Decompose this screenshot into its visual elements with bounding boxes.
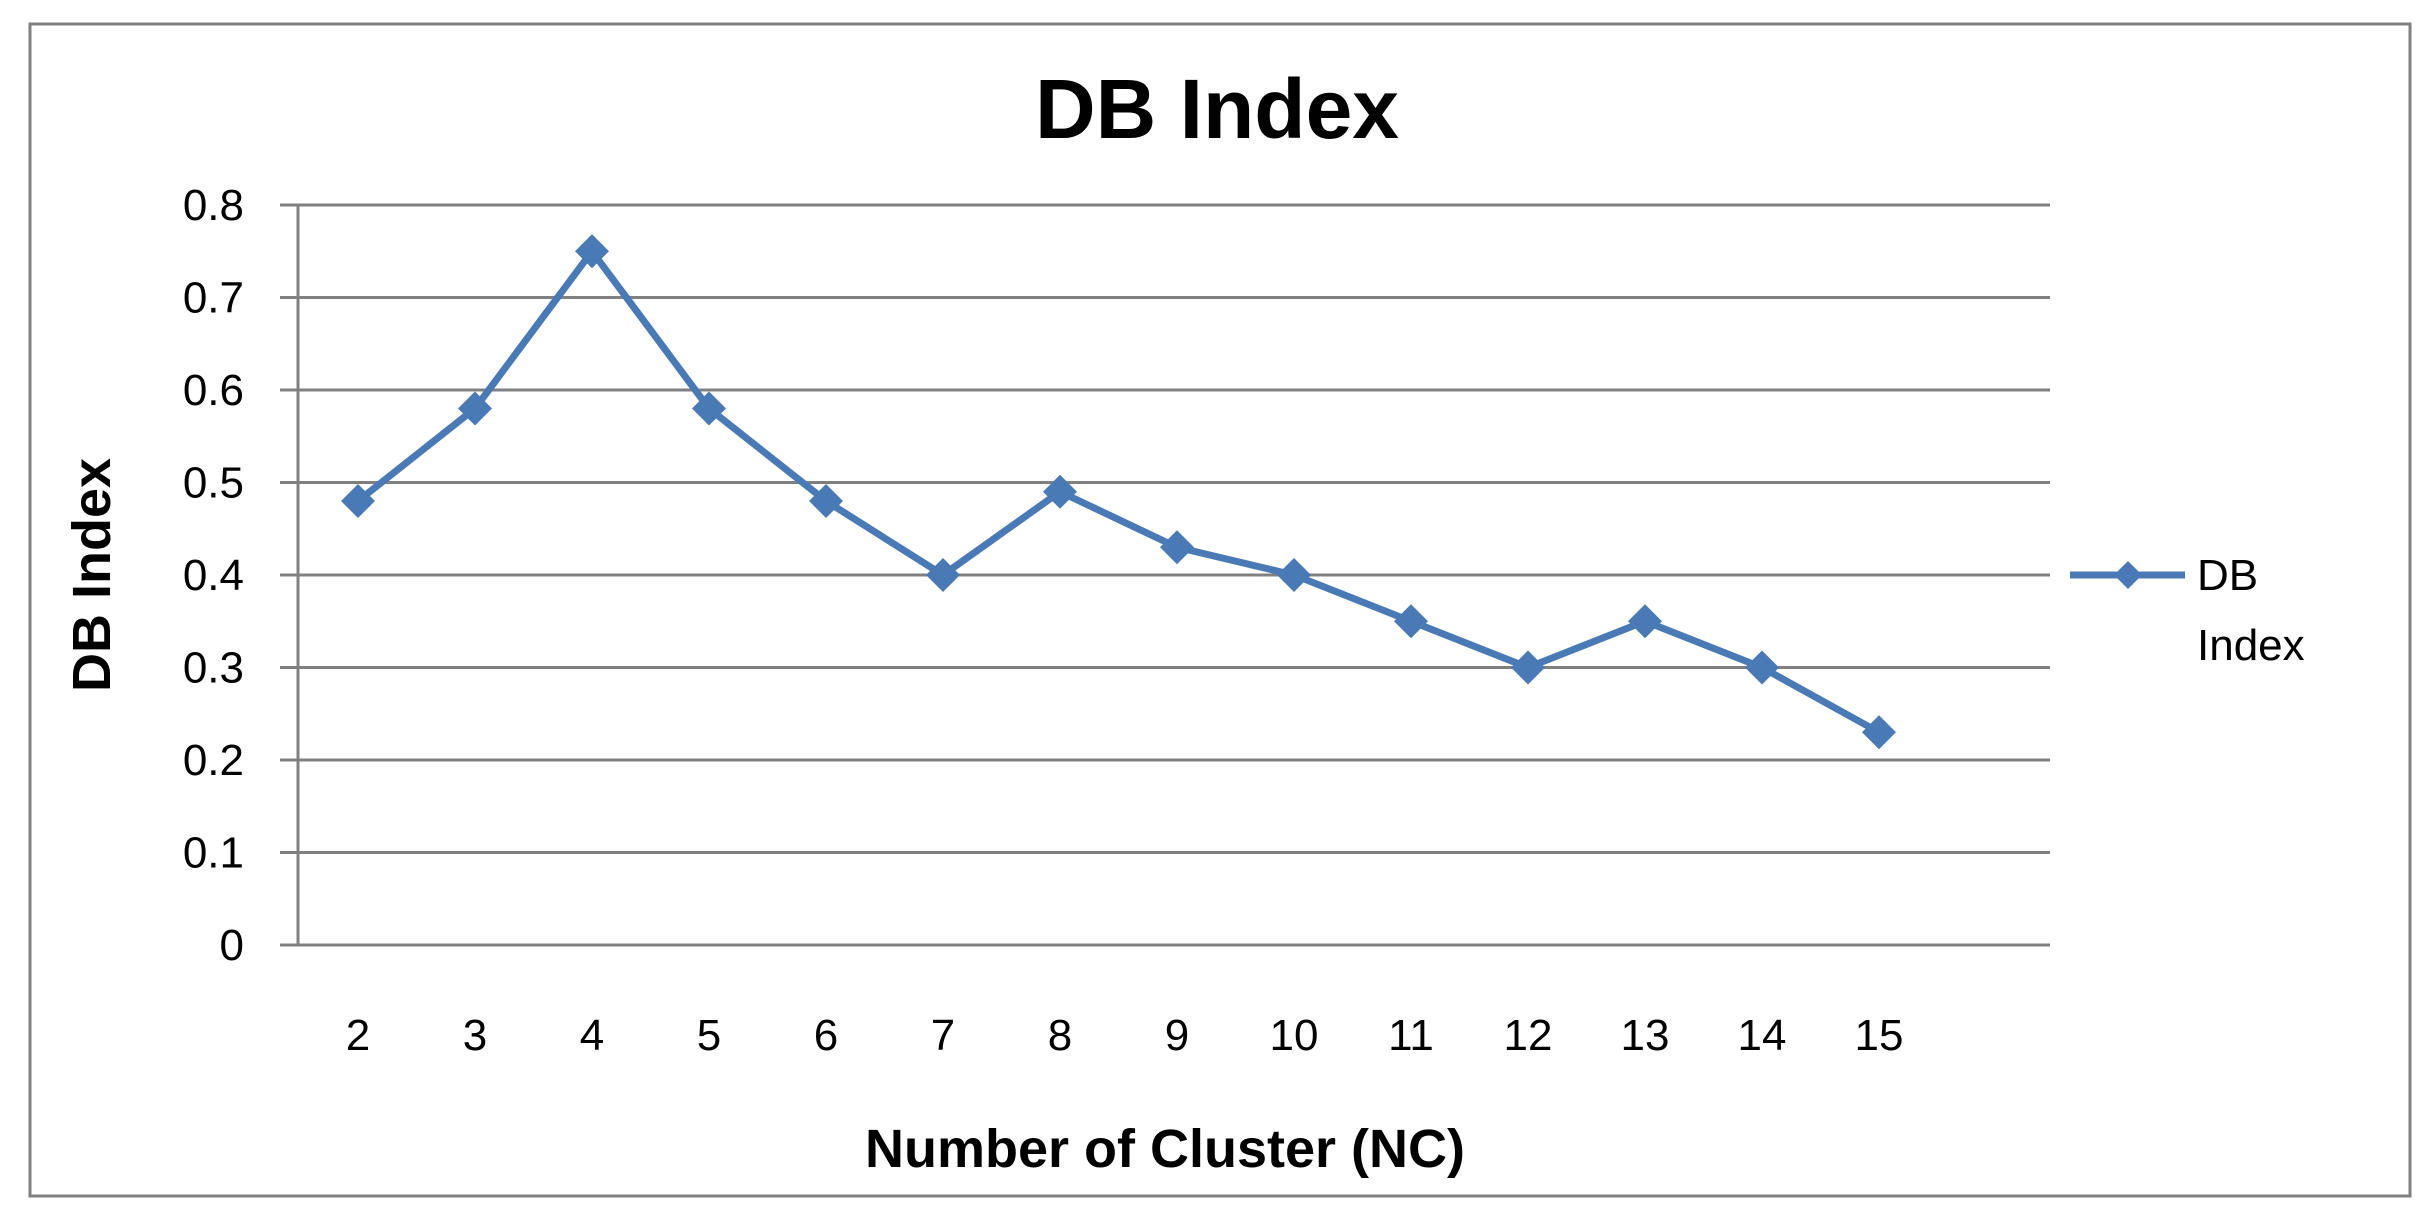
chart-title: DB Index — [1035, 62, 1399, 156]
x-tick-label: 3 — [463, 1011, 487, 1060]
x-tick-label: 4 — [580, 1011, 604, 1060]
data-point-marker — [1745, 650, 1779, 685]
data-point-marker — [1628, 604, 1662, 639]
y-axis-label: DB Index — [62, 458, 122, 692]
x-tick-label: 13 — [1621, 1011, 1670, 1060]
x-tick-label: 2 — [346, 1011, 370, 1060]
data-point-marker — [692, 391, 726, 426]
legend-label-line-2: Index — [2197, 621, 2305, 670]
y-tick-label: 0.8 — [183, 181, 244, 230]
legend-label-line-1: DB — [2197, 551, 2258, 600]
data-point-marker — [1277, 558, 1311, 592]
y-tick-label: 0.3 — [183, 644, 244, 693]
x-tick-label: 9 — [1165, 1011, 1189, 1060]
legend: DB Index — [2070, 551, 2305, 670]
data-point-marker — [809, 484, 843, 518]
y-tick-label: 0.1 — [183, 829, 244, 878]
data-point-marker — [926, 558, 960, 592]
legend-diamond-marker — [2114, 561, 2142, 589]
x-tick-label: 6 — [814, 1011, 838, 1060]
y-tick-label: 0.2 — [183, 736, 244, 785]
y-tick-label: 0.7 — [183, 274, 244, 323]
legend-label: DB Index — [2197, 551, 2305, 670]
x-tick-label: 10 — [1270, 1011, 1319, 1060]
x-axis-ticks: 2 3 4 5 6 7 8 9 10 11 12 13 14 15 — [346, 1011, 1904, 1060]
x-tick-label: 8 — [1048, 1011, 1072, 1060]
data-point-marker — [1160, 530, 1194, 565]
y-axis-ticks: 0 0.1 0.2 0.3 0.4 0.5 0.6 0.7 0.8 — [183, 181, 298, 970]
x-tick-label: 7 — [931, 1011, 955, 1060]
x-tick-label: 15 — [1855, 1011, 1904, 1060]
series-db-index — [341, 234, 1896, 750]
x-tick-label: 5 — [697, 1011, 721, 1060]
data-point-marker — [1394, 604, 1428, 639]
y-tick-label: 0.6 — [183, 366, 244, 415]
x-axis-label: Number of Cluster (NC) — [865, 1119, 1465, 1179]
data-point-marker — [575, 234, 609, 269]
y-tick-label: 0.5 — [183, 459, 244, 508]
data-point-marker — [1043, 474, 1077, 509]
gridlines — [298, 203, 2050, 854]
x-tick-label: 12 — [1504, 1011, 1553, 1060]
data-point-marker — [341, 484, 375, 518]
series-line — [355, 247, 1881, 736]
data-point-marker — [458, 391, 492, 426]
chart-frame — [28, 22, 2412, 1198]
data-point-marker — [1862, 715, 1896, 750]
y-tick-label: 0 — [220, 921, 244, 970]
x-tick-label: 11 — [1388, 1011, 1434, 1060]
y-tick-label: 0.4 — [183, 551, 244, 600]
x-tick-label: 14 — [1738, 1011, 1787, 1060]
data-point-marker — [1511, 650, 1545, 685]
